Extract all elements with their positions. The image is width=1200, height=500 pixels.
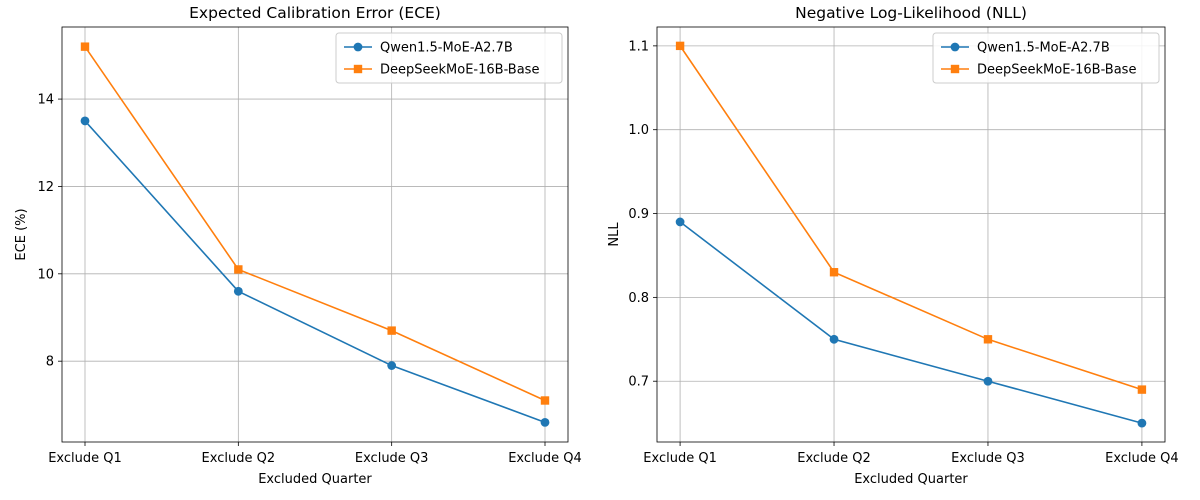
- x-tick-label: Exclude Q2: [797, 451, 871, 466]
- y-axis-label: ECE (%): [14, 208, 29, 260]
- chart-title: Expected Calibration Error (ECE): [189, 4, 441, 22]
- data-point: [983, 335, 993, 344]
- gridlines: [62, 27, 568, 442]
- legend-label: Qwen1.5-MoE-A2.7B: [380, 41, 513, 56]
- axes-frame: [656, 26, 1166, 443]
- data-point: [1137, 385, 1147, 394]
- series-1: [80, 116, 550, 427]
- data-point: [829, 334, 839, 344]
- data-point: [983, 376, 993, 386]
- x-tick-label: Exclude Q1: [643, 451, 717, 466]
- y-tick-label: 1.1: [628, 39, 649, 54]
- x-tick-label: Exclude Q3: [355, 451, 429, 466]
- y-tick-label: 12: [37, 180, 54, 195]
- series-line: [84, 46, 546, 402]
- data-point: [387, 326, 396, 335]
- axes-frame: [61, 26, 569, 443]
- x-tick-label: Exclude Q4: [508, 451, 582, 466]
- x-axis-label: Excluded Quarter: [258, 472, 372, 487]
- legend-marker: [950, 42, 960, 52]
- legend: Qwen1.5-MoE-A2.7B DeepSeekMoE-16B-Base: [335, 32, 563, 84]
- data-point: [80, 116, 90, 126]
- x-tick-label: Exclude Q1: [48, 451, 122, 466]
- data-point: [829, 268, 839, 277]
- series-2: [80, 42, 550, 405]
- series-2: [675, 41, 1147, 394]
- gridlines: [657, 27, 1165, 442]
- series-line: [679, 221, 1143, 424]
- legend-box: [335, 32, 563, 84]
- chart-panel-1: Exclude Q1 Exclude Q2 Exclude Q3 Exclude Q4…: [14, 4, 582, 487]
- chart-panel-2: Exclude Q1 Exclude Q2 Exclude Q3 Exclude Q4…: [607, 4, 1179, 487]
- data-point: [387, 361, 397, 370]
- legend-label: DeepSeekMoE-16B-Base: [380, 63, 539, 78]
- y-tick-label: 0.8: [628, 291, 649, 306]
- legend-marker: [950, 64, 960, 74]
- data-point: [1137, 418, 1147, 428]
- series-1: [675, 217, 1147, 428]
- y-axis-label: NLL: [607, 222, 622, 247]
- data-point: [80, 42, 90, 51]
- x-axis-label: Excluded Quarter: [854, 472, 968, 487]
- legend-marker: [353, 64, 363, 74]
- y-tick-label: 0.9: [628, 207, 649, 222]
- x-tick-label: Exclude Q3: [951, 451, 1025, 466]
- chart-title: Negative Log-Likelihood (NLL): [795, 4, 1027, 22]
- y-tick-label: 0.7: [628, 375, 649, 390]
- series-line: [84, 120, 546, 424]
- y-tick-label: 8: [46, 355, 54, 370]
- legend-label: DeepSeekMoE-16B-Base: [977, 63, 1136, 78]
- data-point: [540, 396, 550, 405]
- y-tick-label: 14: [37, 93, 54, 108]
- data-point: [233, 286, 243, 296]
- y-tick-label: 1.0: [628, 123, 649, 138]
- data-point: [234, 265, 243, 274]
- x-tick-label: Exclude Q4: [1105, 451, 1179, 466]
- y-tick-label: 10: [37, 267, 54, 282]
- data-point: [675, 217, 685, 227]
- data-point: [540, 417, 550, 427]
- legend: Qwen1.5-MoE-A2.7B DeepSeekMoE-16B-Base: [932, 32, 1160, 84]
- legend-box: [932, 32, 1160, 84]
- data-point: [675, 41, 685, 51]
- legend-marker: [353, 42, 363, 52]
- x-tick-label: Exclude Q2: [202, 451, 276, 466]
- series-line: [679, 45, 1143, 391]
- legend-label: Qwen1.5-MoE-A2.7B: [977, 41, 1110, 56]
